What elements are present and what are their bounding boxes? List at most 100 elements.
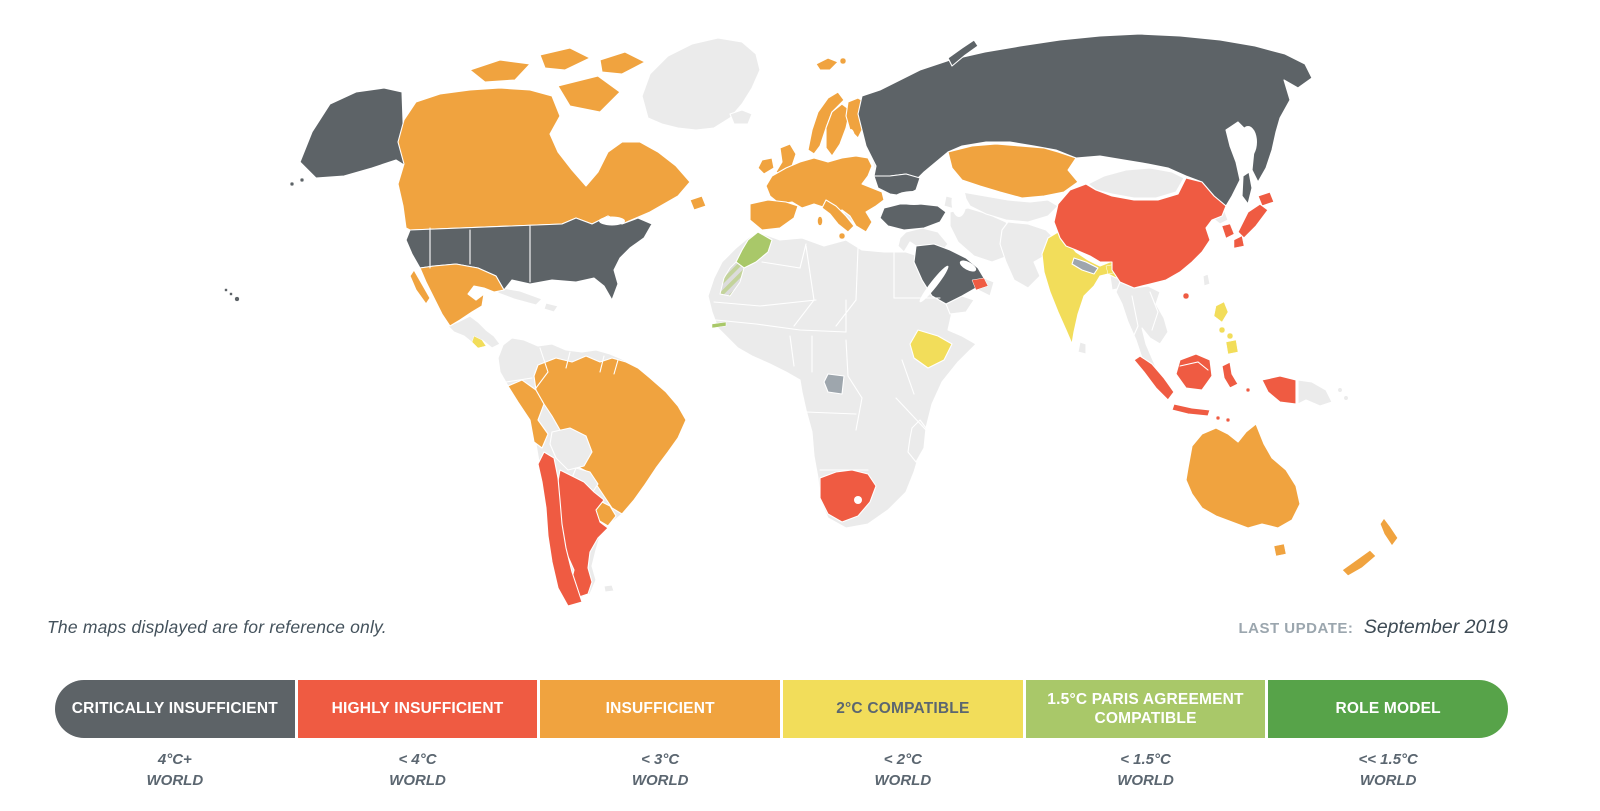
country-usa-hawaii[interactable] [224,288,228,292]
country-japan-hokkaido[interactable] [1257,191,1275,207]
country-canada-baffin[interactable] [557,75,621,113]
country-nepal[interactable] [1071,257,1099,275]
landmass-papua-new-guinea [1297,379,1333,407]
legend-pill: CRITICALLY INSUFFICIENT [55,680,295,738]
landmass-central-america [447,315,501,349]
country-russia-novaya-zemlya[interactable] [947,39,979,67]
country-usa-hawaii[interactable] [234,296,240,302]
map-disclaimer: The maps displayed are for reference onl… [47,617,387,637]
legend-pill: HIGHLY INSUFFICIENT [297,680,538,738]
great-lakes [599,216,625,226]
country-kazakhstan[interactable] [947,143,1079,199]
country-usa-aleutians[interactable] [299,177,305,183]
country-usa-hawaii[interactable] [229,292,233,296]
country-italy-sardinia[interactable] [817,216,823,226]
country-australia-tasmania[interactable] [1273,543,1287,557]
sea-of-okhotsk [1239,126,1257,158]
country-philippines-visayas[interactable] [1226,332,1234,340]
country-ireland[interactable] [757,157,775,175]
country-ethiopia[interactable] [909,329,953,369]
landmass-afghanistan-pakistan [999,221,1057,289]
country-lesotho-cutout [854,496,862,504]
country-china[interactable] [1053,177,1227,289]
world-map-stage [224,33,1399,607]
country-sweden[interactable] [825,103,851,157]
country-eu-mainland[interactable] [765,155,885,233]
country-australia[interactable] [1185,423,1301,529]
landmass-mongolia [1087,167,1185,199]
internal-borders [429,225,1209,471]
country-canada-arctic-islands[interactable] [599,51,646,75]
country-philippines-mindanao[interactable] [1225,339,1239,355]
country-chile[interactable] [537,451,583,607]
country-japan-honshu[interactable] [1237,203,1269,239]
landmass-island [1342,394,1350,402]
country-gambia[interactable] [711,321,727,329]
country-spain-portugal[interactable] [749,199,799,231]
legend-sublabel: < 1.5°C WORLD [1117,751,1174,789]
landmass-madagascar [907,419,927,463]
legend-item-insufficient: INSUFFICIENT < 3°C WORLD [540,680,781,791]
country-indonesia-sumatra[interactable] [1133,355,1175,401]
legend-pill: 1.5°C PARIS AGREEMENT COMPATIBLE [1025,680,1266,738]
country-norway[interactable] [807,91,845,155]
legend-sublabel: < 2°C WORLD [874,751,932,789]
country-indonesia-isle[interactable] [1245,387,1251,393]
last-update-value: September 2019 [1363,616,1508,638]
country-indonesia-isle[interactable] [1225,417,1231,423]
landmass-cuba [496,286,543,306]
country-china-hainan[interactable] [1182,292,1190,300]
country-canada-arctic-islands[interactable] [539,47,591,71]
country-svalbard-isle[interactable] [839,57,847,65]
landmass-hispaniola [543,302,559,313]
country-svalbard[interactable] [815,57,839,71]
country-italy[interactable] [821,199,855,233]
country-gabon[interactable] [823,373,845,395]
country-indonesia-isle[interactable] [1215,415,1221,421]
country-mexico-baja[interactable] [409,269,431,305]
legend-pill: INSUFFICIENT [540,680,781,738]
country-indonesia-java[interactable] [1171,403,1211,417]
red-sea [919,265,949,303]
country-uae[interactable] [971,277,989,291]
country-new-zealand-north[interactable] [1379,517,1399,547]
landmass-falklands [603,584,615,593]
country-mexico[interactable] [419,263,505,327]
country-new-zealand-south[interactable] [1341,549,1377,577]
water-bodies [570,126,1257,303]
landmass-sri-lanka [1077,341,1087,355]
legend-item-critically-insufficient: CRITICALLY INSUFFICIENT 4°C+ WORLD [55,680,295,791]
country-ukraine[interactable] [873,173,921,197]
last-update: LAST UPDATE: September 2019 [1238,616,1508,639]
landmass-central-asia [961,191,1059,223]
country-india[interactable] [1041,231,1133,345]
country-peru[interactable] [507,379,549,449]
country-philippines-visayas[interactable] [1218,326,1226,334]
country-canada-arctic-islands[interactable] [469,59,531,83]
caption-row: The maps displayed are for reference onl… [47,616,1508,652]
country-turkey[interactable] [879,203,947,231]
legend-sublabel: << 1.5°C WORLD [1358,751,1418,789]
legend-item-2c-compatible: 2°C COMPATIBLE < 2°C WORLD [783,680,1023,791]
country-indonesia-borneo[interactable] [1175,353,1213,391]
country-canada-newfoundland[interactable] [689,195,707,211]
country-usa-aleutians[interactable] [289,181,295,187]
country-indonesia-sulawesi[interactable] [1221,361,1239,389]
rating-legend: CRITICALLY INSUFFICIENT 4°C+ WORLD HIGHLY… [55,680,1509,791]
country-russia-sakhalin[interactable] [1241,171,1253,205]
landmass-bolivia [549,427,593,471]
country-south-korea[interactable] [1221,223,1235,239]
baltic-sea [846,129,856,155]
legend-sublabel: 4°C+ WORLD [146,751,204,789]
country-costa-rica[interactable] [471,335,487,349]
country-philippines-luzon[interactable] [1213,301,1229,323]
country-russia[interactable] [857,33,1313,207]
region-western-sahara[interactable] [719,261,745,297]
caspian-sea [951,187,967,217]
country-japan-kyushu[interactable] [1233,235,1245,249]
landmass-greenland [641,37,761,131]
persian-gulf [959,260,977,272]
country-indonesia-west-papua[interactable] [1261,375,1297,405]
country-italy-sicily[interactable] [838,232,846,240]
country-south-africa[interactable] [819,469,877,523]
